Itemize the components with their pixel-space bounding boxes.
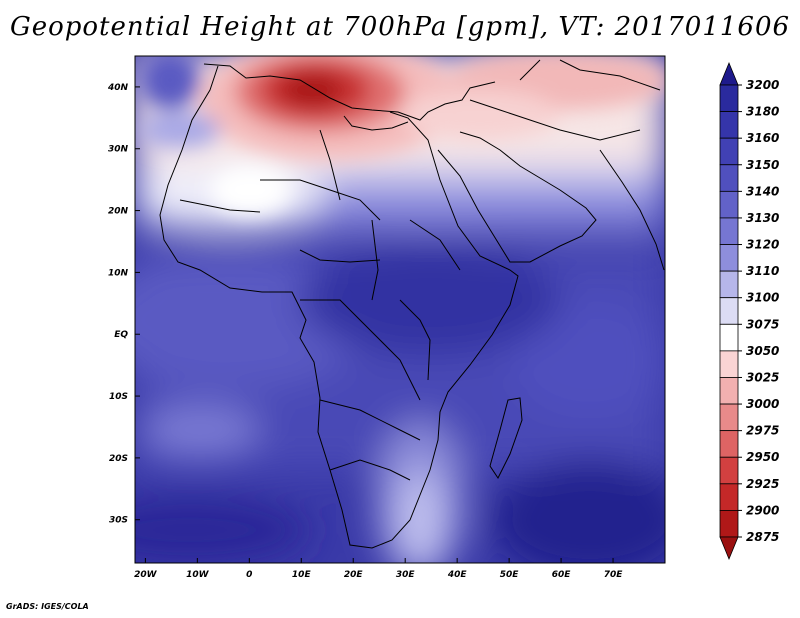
colorbar-swatch — [719, 350, 739, 378]
colorbar-label: 3075 — [746, 317, 779, 331]
colorbar-label: 3140 — [746, 184, 779, 198]
colorbar-swatch — [719, 190, 739, 219]
y-tick-label: 30N — [108, 145, 129, 155]
colorbar-label: 2875 — [746, 530, 779, 544]
colorbar-swatch — [719, 111, 739, 139]
colorbar-label: 3120 — [746, 238, 779, 252]
colorbar-label: 3180 — [746, 105, 779, 119]
x-axis: 20W 10W 0 10E 20E 30E 40E 50E 60E 70E — [134, 558, 623, 580]
colorbar-label: 2925 — [746, 477, 779, 491]
x-tick-label: 0 — [246, 570, 252, 580]
colorbar-swatch — [719, 270, 739, 299]
coastlines — [159, 59, 665, 549]
x-tick-label: 10E — [292, 570, 312, 580]
y-axis: 40N 30N 20N 10N EQ 10S 20S 30S — [107, 83, 140, 526]
colorbar-swatch — [719, 510, 739, 538]
colorbar-label: 3000 — [746, 397, 779, 411]
colorbar-label: 3160 — [746, 131, 779, 145]
map-frame — [134, 55, 666, 564]
colorbar-label: 3200 — [746, 78, 779, 92]
colorbar-label: 2950 — [746, 450, 779, 464]
colorbar-swatch — [719, 244, 739, 272]
colorbar-label: 3050 — [746, 344, 779, 358]
x-tick-label: 20E — [344, 570, 364, 580]
x-tick-label: 70E — [604, 570, 624, 580]
height-field — [135, 56, 665, 563]
y-tick-label: 10N — [108, 268, 129, 278]
colorbar-label: 3100 — [746, 291, 779, 305]
y-tick-label: 20S — [109, 454, 128, 464]
x-tick-label: 50E — [500, 570, 520, 580]
colorbar: 3200 3180 3160 3150 3140 3130 3120 3110 3100 3075… — [719, 61, 779, 561]
y-tick-label: 40N — [107, 83, 129, 93]
y-tick-label: 10S — [109, 392, 128, 402]
colorbar-swatch — [719, 297, 739, 325]
colorbar-swatch — [719, 323, 739, 352]
y-tick-label: EQ — [114, 330, 128, 340]
colorbar-label: 2900 — [746, 503, 779, 517]
colorbar-label: 3110 — [746, 264, 779, 278]
map-title: Geopotential Height at 700hPa [gpm], VT:… — [9, 12, 791, 42]
grads-credit: GrADS: IGES/COLA — [6, 602, 89, 611]
colorbar-swatch — [719, 137, 739, 166]
colorbar-top-arrow — [719, 61, 739, 86]
colorbar-swatch — [719, 430, 739, 458]
colorbar-swatch — [719, 84, 739, 112]
x-tick-label: 30E — [396, 570, 416, 580]
x-tick-label: 20W — [134, 570, 158, 580]
colorbar-swatch — [719, 483, 739, 511]
y-tick-label: 20N — [108, 207, 129, 217]
colorbar-swatch — [719, 456, 739, 485]
colorbar-label: 3130 — [746, 211, 779, 225]
colorbar-swatch — [719, 377, 739, 405]
colorbar-label: 3150 — [746, 158, 779, 172]
x-tick-label: 10W — [186, 570, 210, 580]
y-tick-label: 30S — [109, 516, 128, 526]
colorbar-label: 3025 — [746, 370, 779, 384]
x-tick-label: 40E — [447, 570, 468, 580]
colorbar-swatch — [719, 403, 739, 432]
x-tick-label: 60E — [552, 570, 572, 580]
colorbar-label: 2975 — [746, 424, 779, 438]
colorbar-bottom-arrow — [719, 536, 739, 561]
colorbar-swatch — [719, 217, 739, 245]
colorbar-swatch — [719, 164, 739, 192]
